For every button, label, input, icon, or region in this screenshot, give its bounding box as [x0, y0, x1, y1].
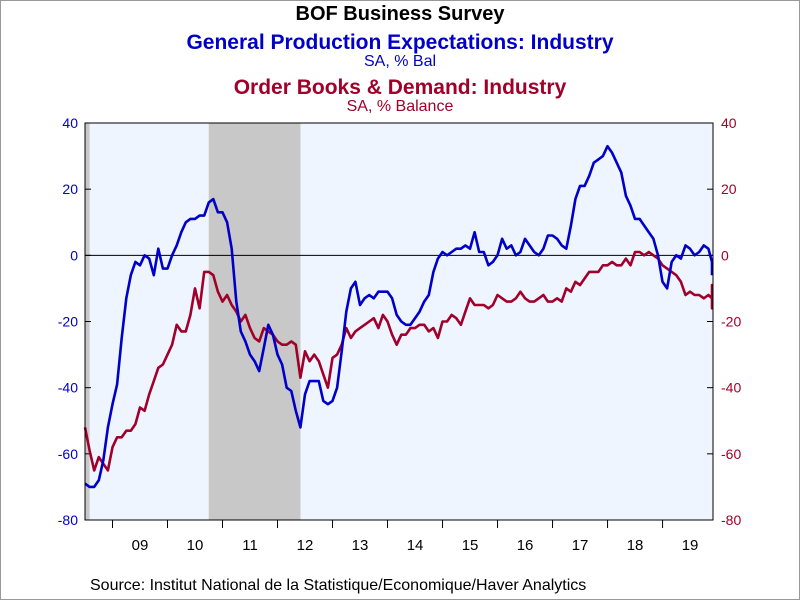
y-left-tick-label: 20	[62, 181, 78, 197]
x-tick-label: 17	[572, 537, 589, 554]
x-tick-label: 14	[407, 537, 424, 554]
x-tick-label: 13	[352, 537, 369, 554]
y-left-tick-label: -40	[58, 380, 78, 396]
series-1-unit: SA, % Bal	[363, 53, 437, 70]
x-tick-label: 09	[132, 537, 149, 554]
source-note: Source: Institut National de la Statisti…	[90, 577, 587, 594]
y-right-tick-label: 0	[721, 247, 729, 263]
recession-band-2	[208, 123, 301, 520]
series-2-unit: SA, % Balance	[346, 98, 454, 115]
plot-border	[84, 122, 714, 521]
y-right-tick-label: -80	[721, 512, 741, 528]
y-left-tick-label: -20	[58, 314, 78, 330]
y-right-tick-label: -40	[721, 380, 741, 396]
x-tick-label: 19	[682, 537, 699, 554]
y-left-tick-label: 40	[62, 115, 78, 131]
y-left-tick-label: -60	[58, 446, 78, 462]
x-tick-label: 18	[627, 537, 644, 554]
x-tick-label: 11	[242, 537, 258, 554]
x-tick-label: 15	[462, 537, 479, 554]
y-left-tick-label: 0	[70, 247, 78, 263]
x-tick-label: 12	[297, 537, 314, 554]
chart-title: BOF Business Survey	[295, 3, 505, 25]
y-right-tick-label: 40	[721, 115, 737, 131]
plot-area	[85, 123, 713, 520]
x-tick-label: 10	[187, 537, 204, 554]
y-right-tick-label: -60	[721, 446, 741, 462]
x-tick-label: 16	[517, 537, 534, 554]
series-line-1	[84, 144, 714, 489]
series-2-title: Order Books & Demand: Industry	[233, 76, 567, 99]
y-left-tick-label: -80	[58, 512, 78, 528]
series-line-2	[83, 250, 714, 472]
series-1-title: General Production Expectations: Industr…	[186, 31, 614, 54]
y-right-tick-label: 20	[721, 181, 737, 197]
y-right-tick-label: -20	[721, 314, 741, 330]
